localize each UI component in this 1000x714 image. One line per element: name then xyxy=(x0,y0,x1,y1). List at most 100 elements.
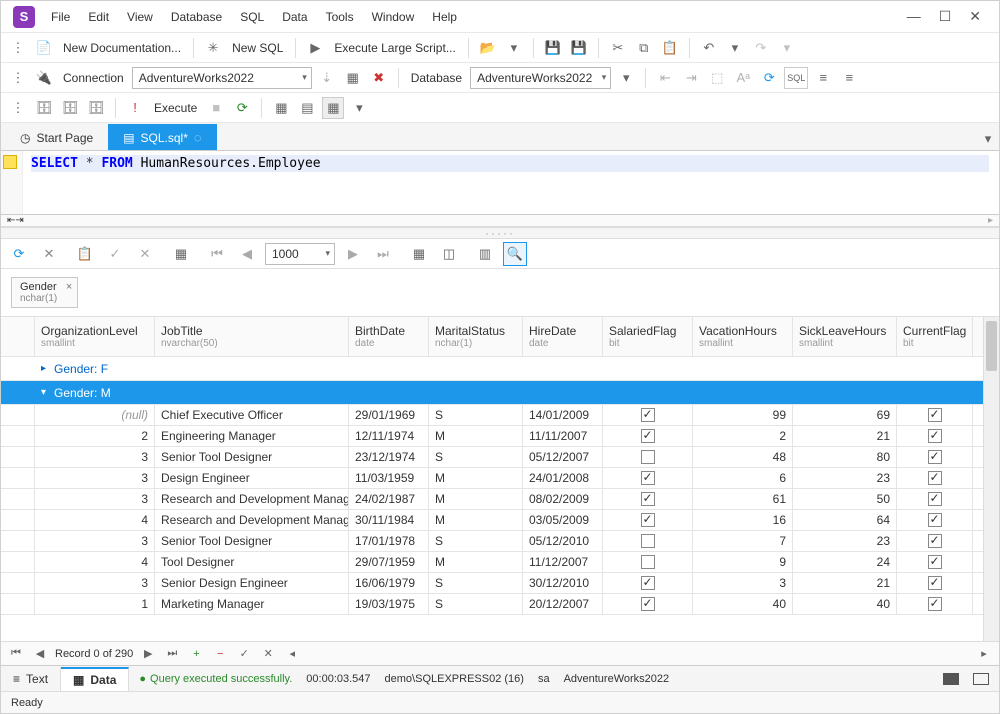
cell[interactable] xyxy=(897,405,973,425)
new-doc-icon[interactable]: 📄 xyxy=(33,37,55,59)
chevron-down-icon[interactable]: ▾ xyxy=(776,37,798,59)
cell[interactable]: 29/01/1969 xyxy=(349,405,429,425)
nav-add-icon[interactable]: + xyxy=(187,648,205,660)
column-header-vac[interactable]: VacationHourssmallint xyxy=(693,317,793,356)
refresh-results-icon[interactable]: ⟳ xyxy=(7,242,31,266)
column-header-cur[interactable]: CurrentFlagbit xyxy=(897,317,973,356)
cell[interactable]: 80 xyxy=(793,447,897,467)
prev-page-icon[interactable]: ◀ xyxy=(235,242,259,266)
cell[interactable]: M xyxy=(429,426,523,446)
group-row-m[interactable]: → ▾ Gender: M xyxy=(1,381,999,405)
paste-icon[interactable]: 📋 xyxy=(659,37,681,59)
menu-edit[interactable]: Edit xyxy=(80,6,117,28)
cell[interactable]: M xyxy=(429,510,523,530)
table-row[interactable]: (null)Chief Executive Officer29/01/1969S… xyxy=(1,405,999,426)
menu-sql[interactable]: SQL xyxy=(232,6,272,28)
cell[interactable]: 4 xyxy=(35,552,155,572)
menu-view[interactable]: View xyxy=(119,6,161,28)
cell[interactable] xyxy=(897,447,973,467)
nav-scroll-right-icon[interactable]: ▸ xyxy=(975,647,993,660)
column-header-birth[interactable]: BirthDatedate xyxy=(349,317,429,356)
cell[interactable]: 9 xyxy=(693,552,793,572)
plug-down-icon[interactable]: ⇣ xyxy=(316,67,338,89)
cell[interactable]: 40 xyxy=(693,594,793,614)
db-boxes-icon[interactable]: ▦ xyxy=(342,67,364,89)
cell[interactable] xyxy=(603,468,693,488)
cell[interactable]: 16 xyxy=(693,510,793,530)
page-size-input[interactable]: 1000 xyxy=(265,243,335,265)
cell[interactable]: 40 xyxy=(793,594,897,614)
cell[interactable] xyxy=(1,405,35,425)
cell[interactable]: Marketing Manager xyxy=(155,594,349,614)
cell[interactable] xyxy=(897,531,973,551)
open-icon[interactable]: 📂 xyxy=(477,37,499,59)
stop-icon[interactable]: ■ xyxy=(205,97,227,119)
grid-body[interactable]: ▸ Gender: F → ▾ Gender: M (null)Chief Ex… xyxy=(1,357,999,641)
clipboard-icon[interactable]: 📋 xyxy=(73,242,97,266)
disconnect-icon[interactable]: ✖ xyxy=(368,67,390,89)
cell[interactable]: 3 xyxy=(693,573,793,593)
table-row[interactable]: 4Tool Designer29/07/1959M11/12/2007924 xyxy=(1,552,999,573)
cell[interactable] xyxy=(603,573,693,593)
cell[interactable] xyxy=(603,447,693,467)
cell[interactable]: Senior Tool Designer xyxy=(155,531,349,551)
column-header-sick[interactable]: SickLeaveHourssmallint xyxy=(793,317,897,356)
cell[interactable]: 50 xyxy=(793,489,897,509)
group-row-f[interactable]: ▸ Gender: F xyxy=(1,357,999,381)
cell[interactable]: 23 xyxy=(793,468,897,488)
chevron-down-icon[interactable]: ▾ xyxy=(503,37,525,59)
execute-large-button[interactable]: Execute Large Script... xyxy=(330,41,459,55)
group-chip-gender[interactable]: Gender nchar(1) xyxy=(11,277,78,308)
view-grid-icon[interactable]: ▦ xyxy=(407,242,431,266)
cell[interactable] xyxy=(897,552,973,572)
cell[interactable]: Research and Development Manager xyxy=(155,510,349,530)
column-header-hire[interactable]: HireDatedate xyxy=(523,317,603,356)
nav-remove-icon[interactable]: − xyxy=(211,648,229,660)
group-panel[interactable]: Gender nchar(1) xyxy=(1,269,999,317)
cell[interactable]: Senior Tool Designer xyxy=(155,447,349,467)
cell[interactable]: 7 xyxy=(693,531,793,551)
nav-first-icon[interactable]: ⏮ xyxy=(7,647,25,660)
last-page-icon[interactable]: ⏭ xyxy=(371,242,395,266)
sql-help-icon[interactable]: SQL xyxy=(784,67,808,89)
vertical-scrollbar[interactable] xyxy=(983,317,999,641)
cell[interactable]: S xyxy=(429,405,523,425)
tab-data[interactable]: ▦ Data xyxy=(61,667,129,691)
cell[interactable] xyxy=(603,489,693,509)
cell[interactable]: 21 xyxy=(793,573,897,593)
next-page-icon[interactable]: ▶ xyxy=(341,242,365,266)
view-search-icon[interactable]: 🔍 xyxy=(503,242,527,266)
cell[interactable] xyxy=(603,426,693,446)
tab-start-page[interactable]: ◷ Start Page xyxy=(5,124,108,150)
cell[interactable] xyxy=(1,447,35,467)
indent-right-icon[interactable]: ⇥ xyxy=(680,67,702,89)
cell[interactable]: 24 xyxy=(793,552,897,572)
table-row[interactable]: 3Senior Design Engineer16/06/1979S30/12/… xyxy=(1,573,999,594)
cell[interactable] xyxy=(603,510,693,530)
refresh-icon[interactable]: ⟳ xyxy=(758,67,780,89)
table-row[interactable]: 3Design Engineer11/03/1959M24/01/2008623 xyxy=(1,468,999,489)
cell[interactable]: 1 xyxy=(35,594,155,614)
cell[interactable]: 2 xyxy=(693,426,793,446)
cut-icon[interactable]: ✂ xyxy=(607,37,629,59)
table-row[interactable]: 3Senior Tool Designer23/12/1974S05/12/20… xyxy=(1,447,999,468)
cell[interactable]: Research and Development Manager xyxy=(155,489,349,509)
database-combo[interactable]: AdventureWorks2022 xyxy=(470,67,611,89)
cell[interactable]: 23 xyxy=(793,531,897,551)
nav-next-icon[interactable]: ▶ xyxy=(139,647,157,660)
cell[interactable]: 6 xyxy=(693,468,793,488)
close-button[interactable]: ✕ xyxy=(969,8,981,25)
nav-prev2-icon[interactable]: ◂ xyxy=(283,647,301,660)
cell[interactable]: 3 xyxy=(35,468,155,488)
cell[interactable] xyxy=(603,594,693,614)
cell[interactable] xyxy=(897,510,973,530)
new-sql-button[interactable]: New SQL xyxy=(228,41,287,55)
nav-cancel-icon[interactable]: ✕ xyxy=(259,647,277,660)
column-header-org[interactable]: OrganizationLevelsmallint xyxy=(35,317,155,356)
chevron-down-icon[interactable]: ▾ xyxy=(724,37,746,59)
cell[interactable]: 21 xyxy=(793,426,897,446)
cell[interactable]: 24/01/2008 xyxy=(523,468,603,488)
execute-mark-icon[interactable]: ! xyxy=(124,97,146,119)
db1-icon[interactable]: 🗄 xyxy=(33,97,55,119)
reject-icon[interactable]: ✕ xyxy=(133,242,157,266)
